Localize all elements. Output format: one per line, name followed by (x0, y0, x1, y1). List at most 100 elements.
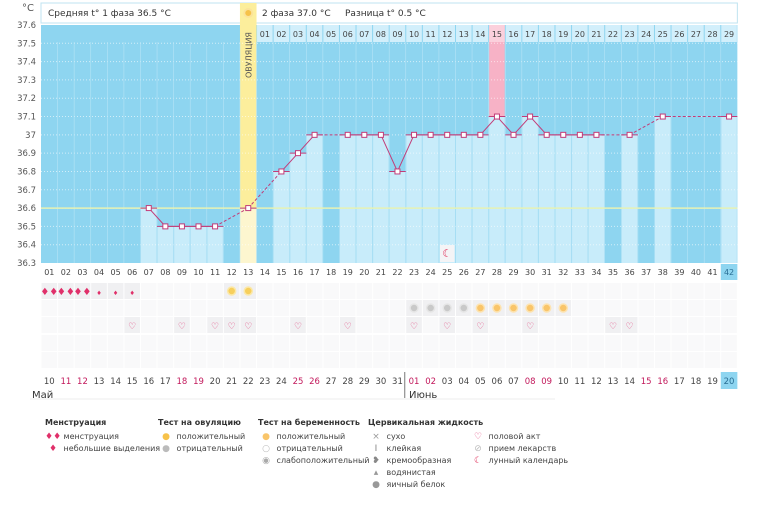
marker-grid-cell (704, 335, 721, 351)
luteal-day-cell (572, 25, 588, 42)
marker-grid-cell (389, 352, 406, 368)
temperature-bar (472, 134, 489, 263)
marker-grid-cell (538, 283, 555, 299)
temperature-point (377, 131, 384, 138)
luteal-day-cell (290, 25, 306, 42)
ovulation-positive-icon: ● (162, 432, 170, 442)
marker-grid-cell (671, 300, 688, 316)
luteal-day-cell (406, 25, 422, 42)
marker-grid-cell (41, 300, 58, 316)
marker-grid-cell (572, 335, 588, 351)
luteal-day-cell (704, 25, 721, 42)
marker-grid-cell (505, 335, 522, 351)
marker-grid-cell (323, 283, 339, 299)
marker-grid-cell (505, 283, 522, 299)
y-tick-label: 37 (25, 131, 36, 141)
temperature-bar (555, 134, 572, 263)
legend-group: Тест на беременность ● положительный ○ отр… (258, 418, 369, 467)
marker-grid-cell (124, 352, 140, 368)
legend-item: ● отрицательный (158, 443, 245, 455)
marker-grid-cell (174, 335, 190, 351)
marker-grid-cell (688, 335, 704, 351)
cycle-day-label: 03 (77, 268, 87, 277)
luteal-day-cell (356, 25, 373, 42)
marker-grid-cell (422, 317, 439, 333)
marker-grid-cell (721, 352, 737, 368)
marker-grid-cell (572, 283, 588, 299)
legend-label: отрицательный (274, 444, 343, 453)
marker-grid-cell (140, 335, 157, 351)
luteal-day-cell (538, 25, 555, 42)
date-label: 23 (259, 377, 270, 387)
marker-grid-cell (157, 352, 174, 368)
date-label: 07 (508, 377, 519, 387)
marker-grid-cell (489, 317, 505, 333)
marker-grid-cell (671, 352, 688, 368)
temperature-point (195, 223, 202, 230)
marker-grid-cell (91, 352, 107, 368)
cycle-day-label: 13 (243, 268, 253, 277)
luteal-day-cell (605, 25, 621, 42)
luteal-day-cell (671, 25, 688, 42)
date-label: 01 (409, 377, 420, 387)
marker-grid-cell (638, 335, 654, 351)
marker-cell (124, 283, 140, 299)
menstruation-icon: ♦♦ (40, 287, 58, 298)
legend-item: ❥ кремообразная (368, 455, 483, 467)
marker-grid-cell (323, 317, 339, 333)
pregnancy-weak-icon (409, 303, 419, 313)
temperature-point (626, 131, 633, 138)
pregnancy-positive-icon (508, 303, 519, 313)
ovulation-positive-icon (226, 286, 237, 296)
pregnancy-positive-icon (558, 303, 569, 313)
temperature-point (344, 131, 351, 138)
luteal-day-label: 27 (691, 30, 701, 39)
luteal-day-label: 21 (591, 30, 601, 39)
legend-item: ☾ лунный календарь (470, 455, 568, 467)
date-label: 11 (574, 377, 585, 387)
luteal-day-cell (489, 25, 505, 42)
marker-grid-cell (721, 300, 737, 316)
luteal-day-cell (505, 25, 522, 42)
temperature-point (493, 113, 500, 120)
heart-icon: ♡ (128, 322, 136, 332)
marker-grid-cell (339, 335, 356, 351)
date-label: 03 (442, 377, 453, 387)
legend-item: I клейкая (368, 443, 483, 455)
marker-grid-cell (373, 283, 389, 299)
luteal-day-cell (339, 25, 356, 42)
temperature-point (510, 131, 517, 138)
legend-label: небольшие выделения (61, 444, 161, 453)
marker-grid-cell (157, 283, 174, 299)
legend-label: прием лекарств (486, 444, 557, 453)
luteal-day-label: 06 (343, 30, 353, 39)
luteal-day-cell (588, 25, 605, 42)
luteal-day-label: 17 (525, 30, 535, 39)
marker-grid-cell (654, 300, 671, 316)
luteal-day-label: 07 (359, 30, 369, 39)
marker-grid-cell (721, 283, 737, 299)
cycle-day-label: 11 (210, 268, 220, 277)
highlight-column (489, 25, 505, 117)
y-tick-label: 37.1 (17, 113, 36, 123)
marker-grid-cell (290, 335, 306, 351)
legend-item: ♦♦ менструация (45, 431, 160, 443)
luteal-day-cell (306, 25, 323, 42)
cycle-day-label: 06 (127, 268, 137, 277)
date-label: 28 (342, 377, 353, 387)
pregnancy-positive-icon (492, 303, 502, 313)
cycle-day-label: 30 (525, 268, 535, 277)
menstruation-icon: ♦♦ (45, 432, 62, 442)
date-label: 10 (558, 377, 569, 387)
marker-grid-cell (671, 335, 688, 351)
marker-grid-cell (306, 352, 323, 368)
date-label: 05 (475, 377, 486, 387)
heart-icon: ♡ (228, 322, 236, 332)
pregnancy-weak-icon (459, 303, 469, 313)
date-label: 12 (77, 377, 88, 387)
marker-grid-cell (654, 352, 671, 368)
marker-grid-cell (638, 283, 654, 299)
marker-cell (605, 317, 621, 333)
cycle-day-label: 27 (475, 268, 485, 277)
date-label: 13 (608, 377, 619, 387)
